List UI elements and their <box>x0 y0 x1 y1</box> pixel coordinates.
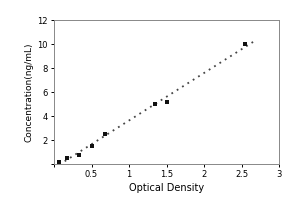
Point <box>89 144 94 148</box>
X-axis label: Optical Density: Optical Density <box>129 183 204 193</box>
Point <box>76 153 81 156</box>
Point <box>164 100 169 103</box>
Point <box>153 102 158 106</box>
Point <box>57 161 62 164</box>
Point <box>243 42 248 46</box>
Y-axis label: Concentration(ng/mL): Concentration(ng/mL) <box>24 42 33 142</box>
Point <box>64 156 69 160</box>
Point <box>103 132 107 136</box>
